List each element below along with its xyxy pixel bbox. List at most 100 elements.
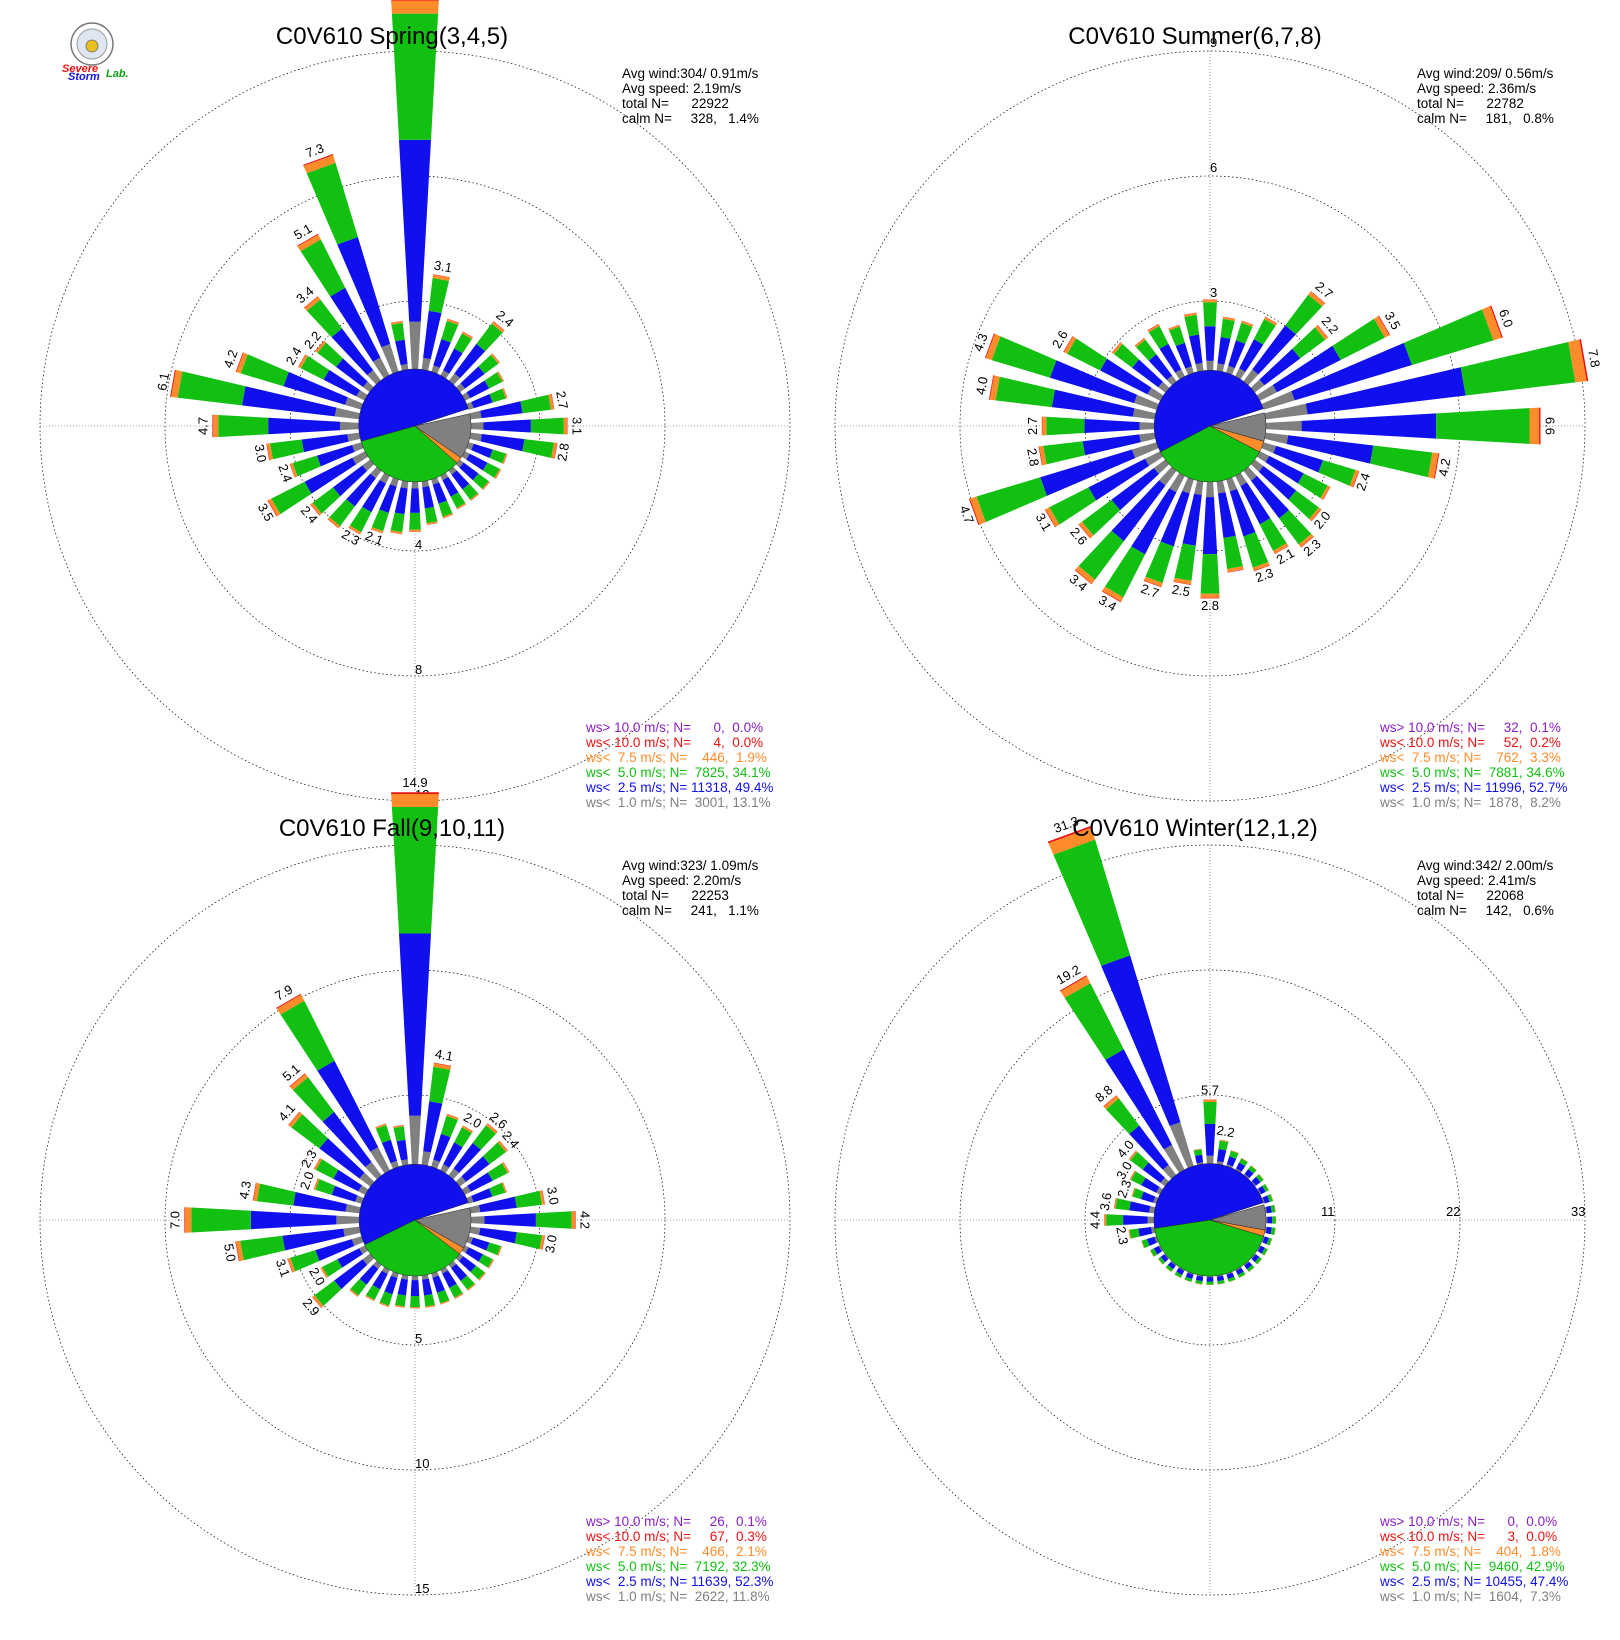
- wind-rose-bar-segment: [1159, 343, 1182, 373]
- wind-rose-bar-segment: [1309, 507, 1322, 522]
- bar-value-label: 3.0: [252, 443, 270, 463]
- wind-rose-bar-segment: [266, 443, 273, 461]
- wind-rose-bar-segment: [235, 352, 244, 373]
- wind-rose-bar-segment: [290, 1250, 320, 1272]
- wind-rose-bar-segment: [1042, 416, 1047, 436]
- bar-value-label: 5.0: [221, 1242, 239, 1262]
- wind-rose-bar-segment: [469, 432, 482, 442]
- wind-rose-bar-segment: [1217, 1283, 1225, 1285]
- wind-rose-bar-segment: [292, 1077, 335, 1122]
- wind-rose-bar-segment: [370, 527, 384, 534]
- calm-pie-slice: [360, 425, 458, 483]
- calm-pie-slice: [1153, 370, 1264, 453]
- wind-rose-bar-segment: [394, 487, 408, 515]
- wind-rose-bar-segment: [1256, 385, 1277, 401]
- wind-rose-bar-segment: [1259, 1173, 1264, 1180]
- grid-ring: [834, 844, 1586, 1596]
- wind-rose-bar-segment: [421, 1151, 431, 1166]
- wind-rose-bar-segment: [1539, 407, 1541, 445]
- wind-rose-bar-segment: [409, 512, 421, 530]
- wind-rose-bar-segment: [1176, 1267, 1185, 1275]
- wind-rose-bar-segment: [1175, 369, 1185, 380]
- bar-value-label: 4.7: [196, 417, 211, 435]
- wind-rose-bar-segment: [283, 371, 348, 405]
- bar-value-label: 4.3: [236, 1180, 254, 1200]
- wind-rose-bar-segment: [441, 320, 459, 343]
- bar-value-label: 6.6: [1543, 417, 1558, 435]
- wind-rose-bar-segment: [1142, 1162, 1165, 1183]
- wind-rose-bar-segment: [1111, 468, 1159, 511]
- wind-rose-bar-segment: [390, 477, 399, 487]
- wind-rose-bar-segment: [1252, 562, 1270, 571]
- wind-rose-bar-segment: [1158, 381, 1170, 393]
- wind-rose-bar-segment: [530, 417, 564, 435]
- wind-rose-bar-segment: [390, 532, 403, 535]
- wind-rose-bar-segment: [1164, 1253, 1170, 1260]
- bar-value-label: 3.0: [542, 1234, 560, 1254]
- wind-rose-bar-segment: [1230, 1150, 1239, 1154]
- wind-rose-bar-segment: [1320, 485, 1331, 500]
- wind-rose-bar-segment: [312, 1296, 322, 1308]
- wind-rose-bar-segment: [1185, 1272, 1194, 1279]
- wind-rose-bar-segment: [372, 1270, 388, 1290]
- wind-rose-bar-segment: [454, 343, 486, 379]
- wind-rose-bar-segment: [346, 473, 376, 507]
- wind-rose-bar-segment: [1257, 1258, 1263, 1265]
- wind-rose-bar-segment: [396, 1139, 408, 1161]
- wind-rose-bar-segment: [1298, 533, 1314, 548]
- wind-rose-bar-segment: [1194, 480, 1204, 496]
- wind-rose-bar-segment: [470, 422, 484, 430]
- wind-rose-bar-segment: [1173, 581, 1192, 585]
- wind-rose-bar-segment: [1250, 1180, 1256, 1187]
- wind-rose-bar-segment: [1111, 342, 1121, 353]
- wind-rose-bar-segment: [1153, 1245, 1162, 1255]
- wind-rose-bar-segment: [442, 476, 459, 497]
- wind-rose-bar-segment: [393, 1126, 406, 1142]
- wind-rose-bar-segment: [410, 1307, 420, 1309]
- wind-rose-bar-segment: [1163, 1144, 1185, 1174]
- wind-rose-bar-segment: [503, 387, 508, 399]
- stats-calm: calm N= 142, 0.6%: [1417, 903, 1554, 918]
- wind-rose-bar-segment: [300, 239, 346, 297]
- wind-rose-bar-segment: [1490, 305, 1503, 338]
- wind-rose-bar-segment: [1132, 442, 1159, 459]
- wind-rose-bar-segment: [171, 369, 183, 398]
- wind-rose-bar-segment: [379, 1303, 389, 1308]
- wind-rose-bar-segment: [1174, 1274, 1181, 1279]
- wind-rose-bar-segment: [497, 1245, 502, 1256]
- wind-rose-bar-segment: [448, 466, 457, 475]
- calm-pie-slice: [1154, 1219, 1264, 1277]
- wind-rose-bar-segment: [1158, 1256, 1166, 1265]
- wind-rose-bar-segment: [446, 1114, 459, 1120]
- wind-rose-bar-segment: [347, 432, 361, 442]
- wind-rose-bar-segment: [1049, 487, 1097, 525]
- wind-rose-bar-segment: [493, 321, 505, 331]
- wind-rose-bar-segment: [271, 481, 312, 515]
- wind-rose-bar-segment: [317, 1060, 379, 1152]
- wind-rose-bar-segment: [331, 328, 374, 376]
- wind-rose-bar-segment: [1139, 432, 1156, 443]
- wind-rose-bar-segment: [314, 1280, 342, 1306]
- wind-rose-bar-segment: [1129, 1228, 1140, 1239]
- wind-rose-bar-segment: [348, 527, 361, 535]
- wind-rose-bar-segment: [381, 344, 399, 375]
- wind-rose-bar-segment: [440, 1266, 448, 1274]
- wind-rose-bar-segment: [1088, 458, 1150, 501]
- wind-rose-bar-segment: [334, 1259, 368, 1290]
- wind-rose-bar-segment: [1248, 1165, 1257, 1174]
- wind-rose-bar-segment: [487, 1163, 508, 1181]
- wind-rose-bar-segment: [1101, 955, 1181, 1126]
- wind-rose-bar-segment: [428, 278, 449, 313]
- legend-entry: ws< 1.0 m/s; N= 1604, 7.3%: [1379, 1589, 1561, 1604]
- wind-rose-bar-segment: [1113, 343, 1139, 368]
- stats-avg-wind: Avg wind:323/ 1.09m/s: [622, 858, 759, 873]
- wind-rose-bar-segment: [375, 1123, 387, 1129]
- stats-total: total N= 22068: [1417, 888, 1524, 903]
- wind-rose-bar-segment: [969, 496, 986, 525]
- wind-rose-bar-segment: [304, 457, 357, 494]
- wind-rose-bar-segment: [1204, 326, 1216, 361]
- wind-rose-bar-segment: [399, 933, 431, 1116]
- wind-rose-bar-segment: [456, 503, 467, 510]
- wind-rose-bar-segment: [1243, 466, 1257, 481]
- wind-rose-bar-segment: [1040, 449, 1136, 496]
